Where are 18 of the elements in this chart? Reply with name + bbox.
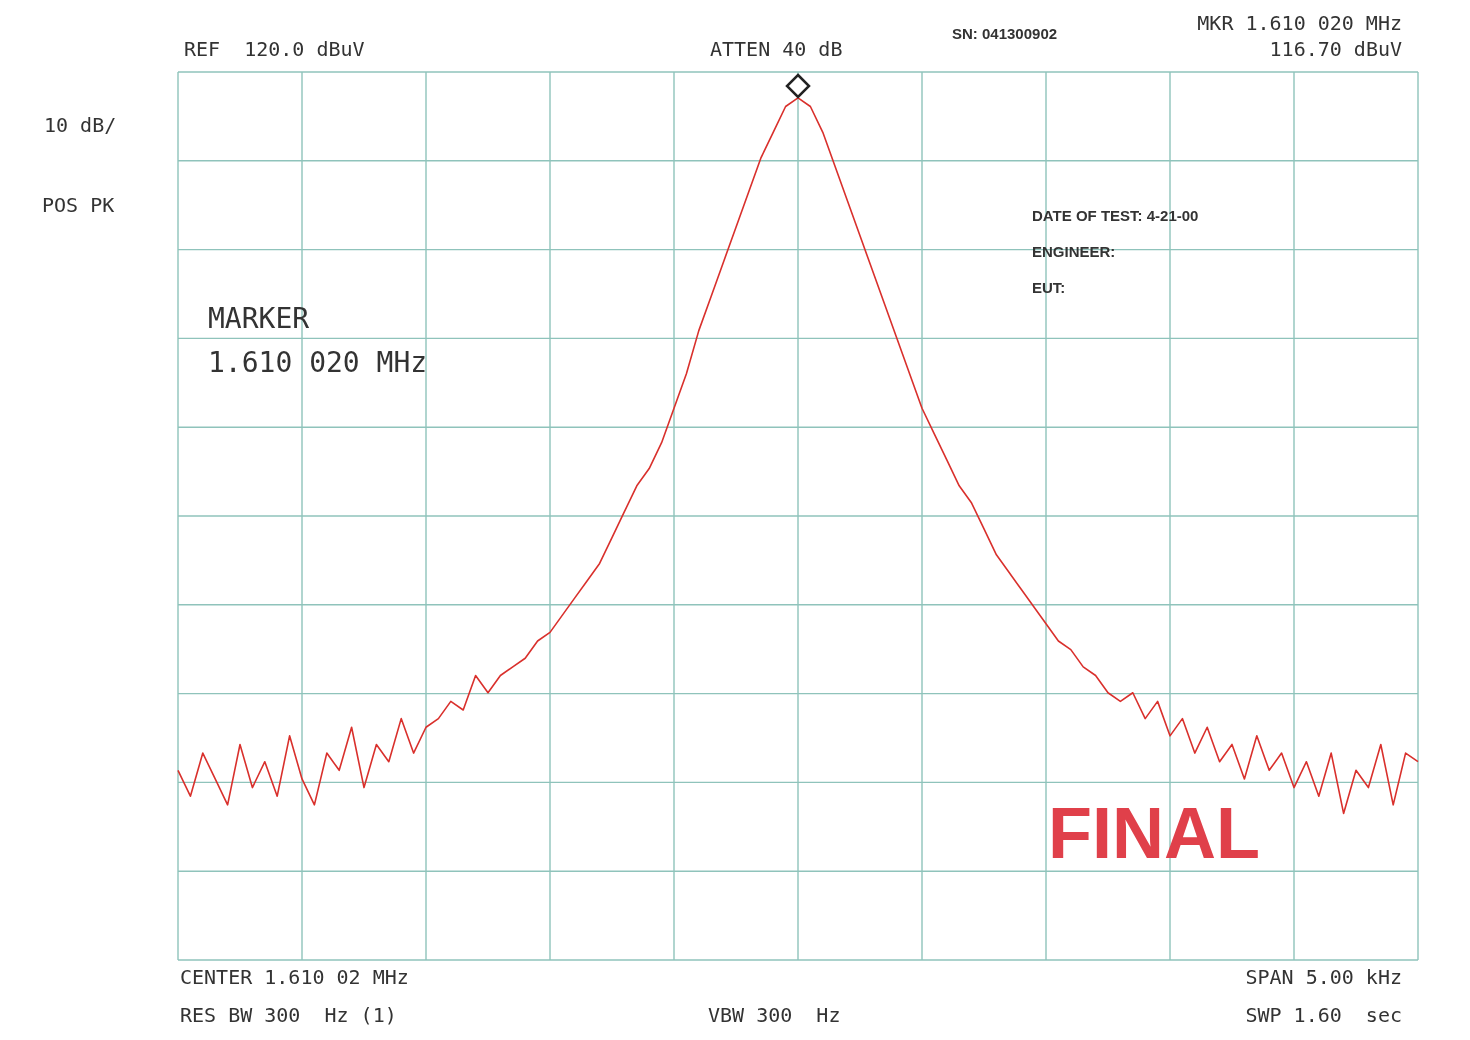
text: 10 dB/: [44, 113, 117, 137]
text: REF 120.0 dBuV: [184, 37, 365, 61]
text: MKR 1.610 020 MHz: [1197, 11, 1402, 35]
text: SWP 1.60 sec: [1245, 1003, 1402, 1027]
text: CENTER 1.610 02 MHz: [180, 965, 409, 989]
annotation: FINAL: [1048, 793, 1260, 874]
annotation: MARKER: [208, 302, 310, 335]
annotation: 1.610 020 MHz: [208, 346, 428, 379]
text: ATTEN 40 dB: [710, 37, 843, 61]
text: POS PK: [42, 193, 115, 217]
text: VBW 300 Hz: [708, 1003, 841, 1027]
text: SN: 041300902: [952, 25, 1058, 43]
text: SPAN 5.00 kHz: [1245, 965, 1402, 989]
text: 116.70 dBuV: [1269, 37, 1402, 61]
annotation: DATE OF TEST: 4-21-00: [1032, 207, 1199, 225]
text: RES BW 300 Hz (1): [180, 1003, 397, 1027]
annotation: EUT:: [1032, 279, 1066, 297]
annotation: ENGINEER:: [1032, 243, 1116, 261]
